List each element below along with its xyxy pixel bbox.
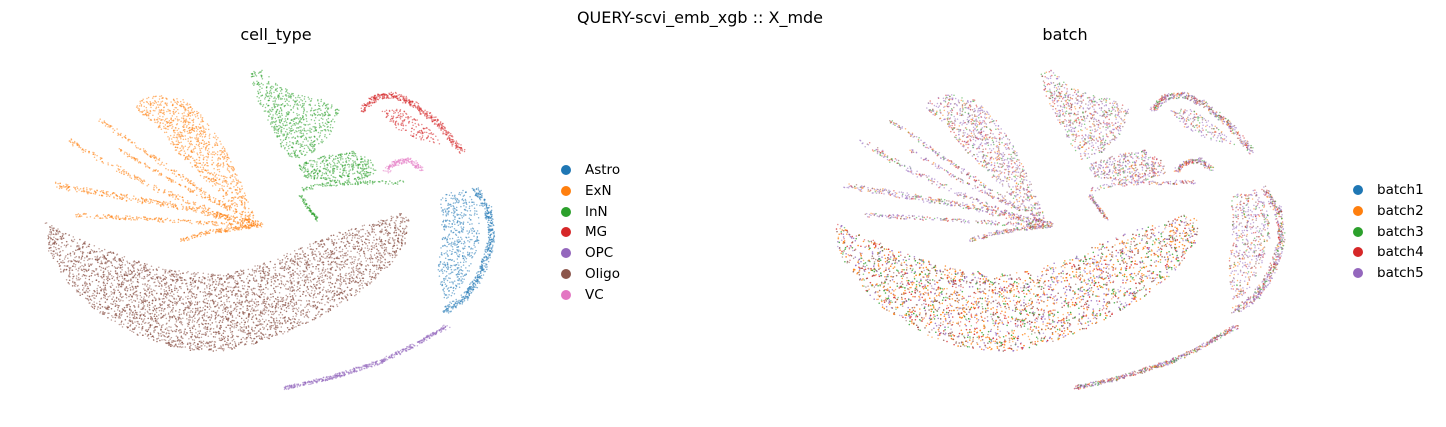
legend-marker bbox=[1353, 185, 1363, 195]
cluster-vc bbox=[1174, 157, 1214, 173]
cluster-mg bbox=[1150, 92, 1254, 155]
cluster-opc bbox=[1074, 325, 1239, 390]
cluster-inn bbox=[1041, 70, 1196, 221]
legend-label: batch1 bbox=[1377, 180, 1424, 200]
cluster-astro bbox=[1229, 186, 1286, 314]
legend-label: batch3 bbox=[1377, 222, 1424, 242]
legend-label: batch4 bbox=[1377, 242, 1424, 262]
cluster-oligo bbox=[836, 215, 1199, 352]
legend-marker bbox=[1353, 206, 1363, 216]
legend-label: batch5 bbox=[1377, 263, 1424, 283]
legend-label: batch2 bbox=[1377, 201, 1424, 221]
legend-marker bbox=[1353, 227, 1363, 237]
cluster-exn bbox=[843, 94, 1053, 242]
